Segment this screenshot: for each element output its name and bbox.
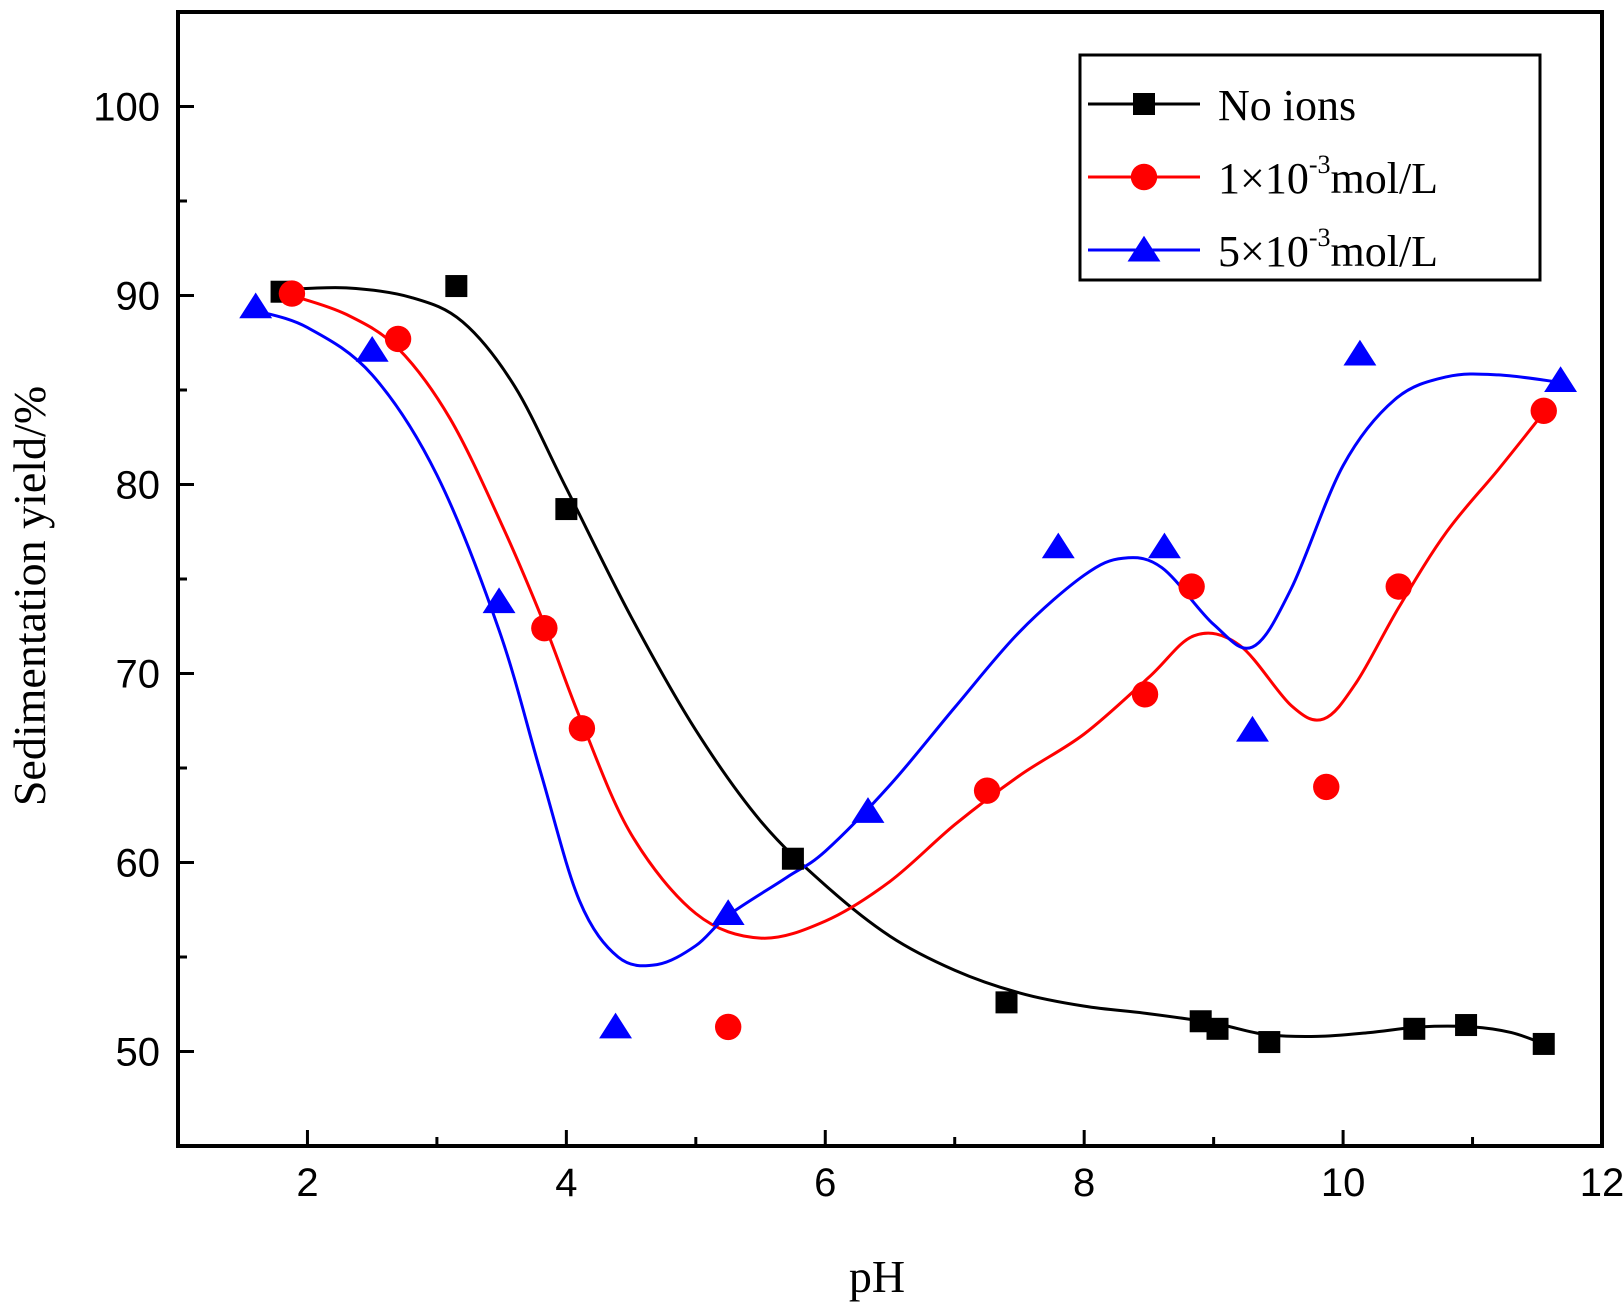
data-point-square — [781, 847, 804, 870]
data-point-circle — [278, 280, 306, 307]
data-point-triangle — [711, 899, 745, 925]
fit-curve-circle — [291, 294, 1545, 940]
legend: No ions 1×10-3mol/L 5×10-3mol/L — [1078, 53, 1542, 282]
x-tick-label: 6 — [814, 1161, 836, 1205]
data-point-circle — [1385, 573, 1412, 600]
data-point-square — [555, 498, 578, 521]
data-point-circle — [1131, 681, 1159, 708]
data-point-circle — [384, 325, 412, 353]
x-tick-label: 4 — [555, 1161, 577, 1205]
legend-box — [1078, 53, 1542, 282]
data-point-triangle — [1343, 339, 1377, 366]
x-tick-label: 8 — [1073, 1161, 1095, 1205]
data-point-circle — [1530, 397, 1557, 424]
data-point-square — [1532, 1032, 1555, 1055]
fit-curve-square — [281, 286, 1545, 1046]
axes-layer: 2 4 6 8 10 12 50 60 70 80 90 100 — [93, 10, 1623, 1205]
legend-label-circle: 1×10-3mol/L — [1218, 150, 1438, 203]
data-point-triangle — [239, 292, 273, 319]
data-point-circle — [714, 1013, 742, 1041]
data-point-square — [1455, 1014, 1478, 1037]
legend-marker-square — [1133, 93, 1155, 115]
data-point-circle — [1178, 573, 1205, 600]
y-axis-title: Sedimentation yield/% — [4, 386, 55, 806]
data-point-square — [1403, 1017, 1426, 1040]
data-point-square — [995, 991, 1018, 1014]
data-point-circle — [1313, 773, 1340, 801]
x-tick-label: 10 — [1321, 1161, 1366, 1205]
y-tick-label: 100 — [93, 86, 160, 130]
y-tick-label: 80 — [116, 464, 161, 508]
x-axis-title: pH — [849, 1251, 905, 1302]
data-point-triangle — [355, 336, 389, 362]
data-point-triangle — [851, 797, 885, 823]
data-point-triangle — [482, 587, 516, 614]
legend-label-triangle: 5×10-3mol/L — [1218, 223, 1438, 276]
data-points — [239, 275, 1578, 1055]
x-tick-label: 12 — [1580, 1161, 1623, 1205]
data-point-circle — [973, 777, 1001, 804]
data-point-square — [445, 275, 468, 298]
data-point-triangle — [1041, 532, 1075, 559]
data-point-triangle — [1544, 366, 1578, 392]
data-point-square — [1206, 1017, 1229, 1040]
y-tick-label: 60 — [116, 842, 161, 886]
data-point-square — [1189, 1010, 1212, 1033]
plot-frame — [176, 10, 1604, 1148]
y-tick-label: 70 — [116, 653, 161, 697]
y-tick-label: 90 — [116, 275, 161, 319]
legend-marker-triangle — [1127, 235, 1161, 262]
legend-marker-circle — [1130, 163, 1158, 191]
data-point-triangle — [1147, 532, 1181, 559]
data-point-square — [1258, 1031, 1281, 1054]
x-tick-label: 2 — [296, 1161, 318, 1205]
y-tick-label: 50 — [116, 1031, 161, 1075]
data-point-triangle — [1236, 715, 1269, 742]
data-point-circle — [531, 614, 558, 642]
legend-label-square: No ions — [1218, 81, 1356, 130]
data-point-circle — [568, 715, 596, 742]
data-point-triangle — [599, 1012, 633, 1039]
